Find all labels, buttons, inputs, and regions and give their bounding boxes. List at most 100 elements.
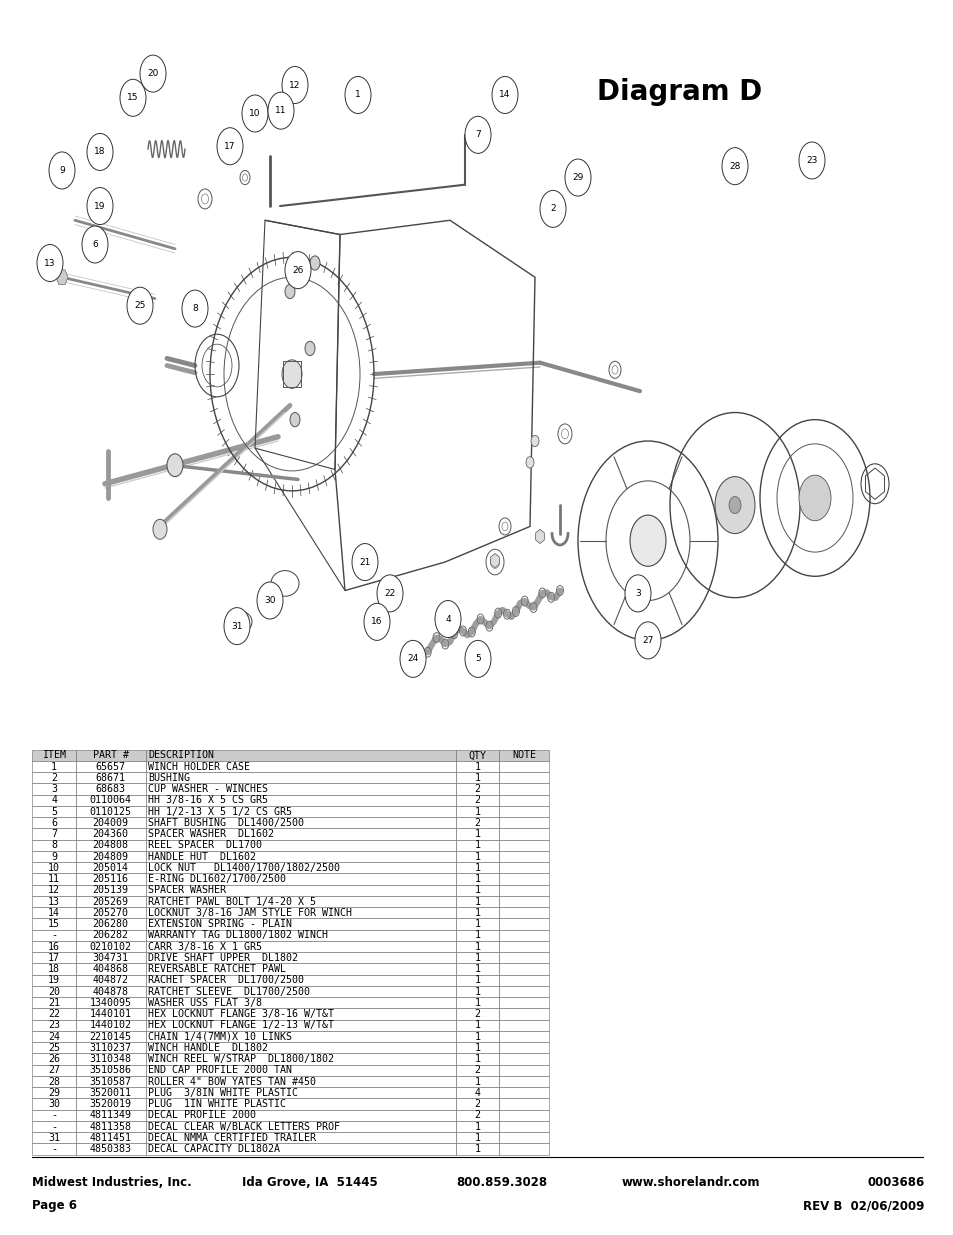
Text: Page 6: Page 6 (32, 1199, 77, 1213)
Text: 24: 24 (407, 655, 418, 663)
Circle shape (127, 288, 152, 325)
Text: CHAIN 1/4(7MM)X 10 LINKS: CHAIN 1/4(7MM)X 10 LINKS (149, 1031, 293, 1041)
Circle shape (728, 496, 740, 514)
Bar (32, 1076, 76, 1087)
Text: WARRANTY TAG DL1800/1802 WINCH: WARRANTY TAG DL1800/1802 WINCH (149, 930, 328, 940)
Bar (76, 772, 146, 783)
Text: 2: 2 (474, 1099, 480, 1109)
Bar (498, 862, 548, 873)
Text: 27: 27 (49, 1066, 60, 1076)
Bar (76, 930, 146, 941)
Bar (146, 1087, 456, 1098)
Bar (76, 1076, 146, 1087)
Bar (456, 1042, 498, 1053)
Bar (456, 908, 498, 919)
Bar (146, 862, 456, 873)
Bar (32, 818, 76, 829)
Text: SPACER WASHER  DL1602: SPACER WASHER DL1602 (149, 829, 274, 839)
Text: 1: 1 (474, 829, 480, 839)
Text: 1: 1 (474, 762, 480, 772)
Text: LOCKNUT 3/8-16 JAM STYLE FOR WINCH: LOCKNUT 3/8-16 JAM STYLE FOR WINCH (149, 908, 352, 918)
Text: 2: 2 (474, 784, 480, 794)
Bar (146, 772, 456, 783)
Bar (146, 818, 456, 829)
Text: 1: 1 (474, 987, 480, 997)
Text: E-RING DL1602/1700/2500: E-RING DL1602/1700/2500 (149, 874, 286, 884)
Bar (32, 862, 76, 873)
Bar (498, 1110, 548, 1121)
Text: 3510586: 3510586 (90, 1066, 132, 1076)
Text: 6: 6 (51, 818, 57, 827)
Bar (498, 919, 548, 930)
Bar (498, 974, 548, 986)
Text: 1440101: 1440101 (90, 1009, 132, 1019)
Text: 22: 22 (384, 589, 395, 598)
Text: HEX LOCKNUT FLANGE 1/2-13 W/T&T: HEX LOCKNUT FLANGE 1/2-13 W/T&T (149, 1020, 335, 1030)
Text: 30: 30 (49, 1099, 60, 1109)
Text: -: - (51, 930, 57, 940)
Circle shape (364, 604, 390, 641)
Bar (498, 941, 548, 952)
Text: 17: 17 (224, 142, 235, 151)
Bar (76, 750, 146, 761)
Text: 15: 15 (49, 919, 60, 929)
Text: RATCHET SLEEVE  DL1700/2500: RATCHET SLEEVE DL1700/2500 (149, 987, 310, 997)
Circle shape (224, 608, 250, 645)
Text: 29: 29 (572, 173, 583, 182)
Text: 23: 23 (805, 156, 817, 165)
Bar (146, 919, 456, 930)
Text: 18: 18 (94, 147, 106, 157)
Bar (146, 884, 456, 895)
Text: Midwest Industries, Inc.: Midwest Industries, Inc. (32, 1176, 192, 1189)
Text: PLUG  3/8IN WHITE PLASTIC: PLUG 3/8IN WHITE PLASTIC (149, 1088, 298, 1098)
Text: -: - (51, 1121, 57, 1131)
Circle shape (635, 622, 660, 659)
Bar (498, 1144, 548, 1155)
Circle shape (352, 543, 377, 580)
Polygon shape (535, 530, 544, 543)
Text: 8: 8 (51, 840, 57, 850)
Text: 0110064: 0110064 (90, 795, 132, 805)
Text: 25: 25 (49, 1042, 60, 1052)
Text: WINCH HANDLE  DL1802: WINCH HANDLE DL1802 (149, 1042, 268, 1052)
Text: 0210102: 0210102 (90, 941, 132, 951)
Text: 3520011: 3520011 (90, 1088, 132, 1098)
Bar (498, 818, 548, 829)
Text: 1: 1 (474, 953, 480, 963)
Bar (498, 783, 548, 794)
Bar (76, 761, 146, 772)
Bar (456, 1053, 498, 1065)
Text: 31: 31 (231, 621, 242, 631)
Circle shape (799, 475, 830, 521)
Text: 3110237: 3110237 (90, 1042, 132, 1052)
Bar (32, 761, 76, 772)
Bar (76, 952, 146, 963)
Circle shape (37, 245, 63, 282)
Text: 2: 2 (474, 1110, 480, 1120)
Text: 18: 18 (49, 965, 60, 974)
Text: DECAL CAPACITY DL1802A: DECAL CAPACITY DL1802A (149, 1144, 280, 1153)
Circle shape (140, 56, 166, 93)
Text: 15: 15 (127, 94, 138, 103)
Text: EXTENSION SPRING - PLAIN: EXTENSION SPRING - PLAIN (149, 919, 293, 929)
Circle shape (564, 159, 590, 196)
Circle shape (167, 453, 183, 477)
Text: -: - (51, 1144, 57, 1153)
Text: 68683: 68683 (95, 784, 126, 794)
Bar (456, 952, 498, 963)
Bar (76, 1098, 146, 1110)
Text: 4850383: 4850383 (90, 1144, 132, 1153)
Text: 14: 14 (49, 908, 60, 918)
Text: DECAL CLEAR W/BLACK LETTERS PROF: DECAL CLEAR W/BLACK LETTERS PROF (149, 1121, 340, 1131)
Bar (146, 840, 456, 851)
Bar (146, 1065, 456, 1076)
Bar (498, 895, 548, 908)
Text: 2: 2 (474, 1066, 480, 1076)
Text: 1: 1 (474, 965, 480, 974)
Text: 1: 1 (474, 1121, 480, 1131)
Bar (32, 919, 76, 930)
Circle shape (87, 188, 112, 225)
Bar (32, 1020, 76, 1031)
Bar (456, 930, 498, 941)
Text: 30: 30 (264, 597, 275, 605)
